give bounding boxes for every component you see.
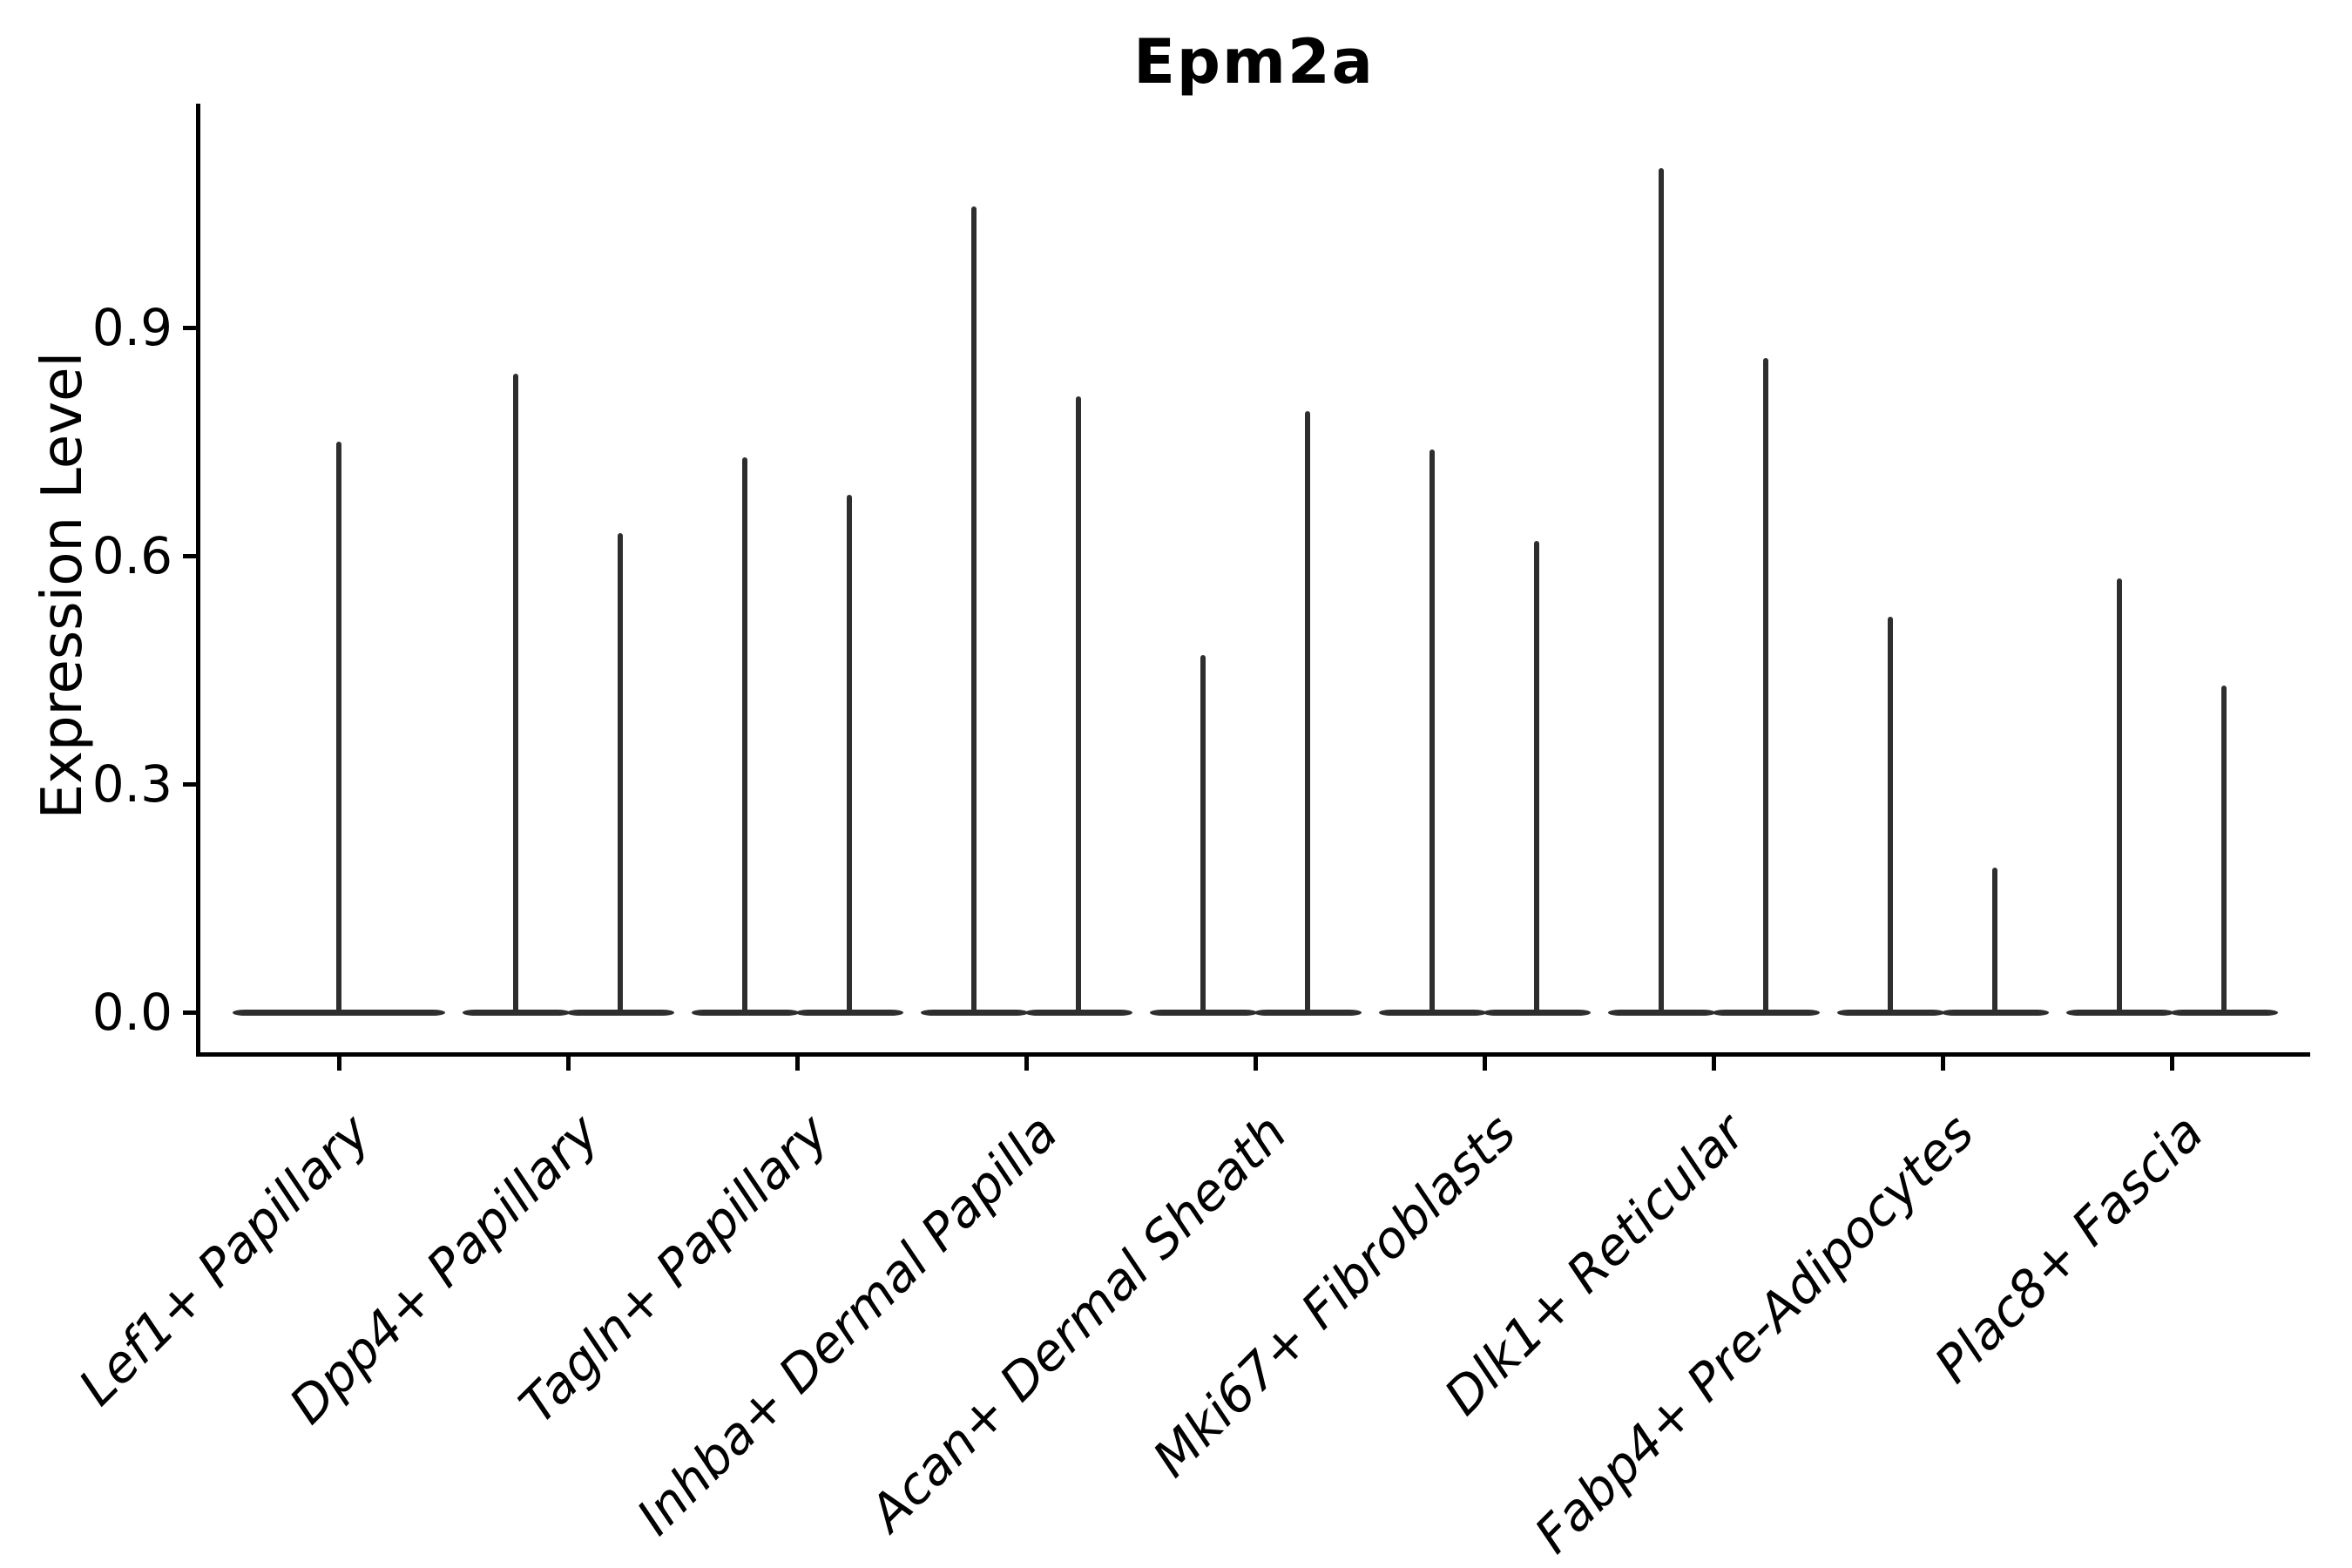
- x-axis-spine: [196, 1052, 2310, 1057]
- violin-spike: [336, 442, 341, 1012]
- violin-base: [795, 1009, 903, 1016]
- x-tick: [1711, 1056, 1716, 1071]
- x-tick: [336, 1056, 341, 1071]
- violin-base: [2065, 1009, 2173, 1016]
- y-tick: [183, 781, 198, 787]
- x-tick-label: Fabp4+ Pre-Adipocytes: [1523, 1102, 1986, 1565]
- violin-spike: [513, 373, 518, 1012]
- violin-base: [462, 1009, 570, 1016]
- x-tick: [794, 1056, 800, 1071]
- violin-spike: [847, 495, 852, 1012]
- violin-spike: [1992, 868, 1997, 1012]
- y-tick-label: 0.9: [91, 298, 172, 358]
- violin-base: [1254, 1009, 1362, 1016]
- violin-spike: [742, 456, 747, 1012]
- violin-base: [1483, 1009, 1591, 1016]
- violin-spike: [1534, 540, 1539, 1012]
- chart-title: Epm2a: [1133, 26, 1375, 98]
- y-tick-label: 0.6: [91, 526, 172, 586]
- violin-spike: [1305, 411, 1310, 1012]
- violin-spike: [1076, 395, 1081, 1012]
- x-tick: [2169, 1056, 2174, 1071]
- violin-base: [920, 1009, 1028, 1016]
- y-tick: [183, 325, 198, 330]
- violin-spike: [1200, 654, 1206, 1012]
- x-tick: [1940, 1056, 1945, 1071]
- violin-base: [566, 1009, 674, 1016]
- violin-base: [1836, 1009, 1944, 1016]
- violin-base: [1941, 1009, 2049, 1016]
- violin-base: [691, 1009, 799, 1016]
- violin-spike: [2117, 578, 2122, 1012]
- violin-base: [1378, 1009, 1486, 1016]
- violin-base: [1607, 1009, 1715, 1016]
- violin-spike: [1429, 449, 1435, 1012]
- y-axis-spine: [196, 104, 200, 1057]
- y-tick-label: 0.3: [91, 754, 172, 814]
- y-tick-label: 0.0: [91, 983, 172, 1042]
- violin-spike: [1763, 358, 1768, 1012]
- violin-base: [1024, 1009, 1132, 1016]
- violin-spike: [971, 206, 977, 1012]
- x-tick: [1482, 1056, 1487, 1071]
- x-tick-label: Acan+ Dermal Sheath: [858, 1102, 1299, 1543]
- y-tick: [183, 553, 198, 558]
- violin-base: [1149, 1009, 1257, 1016]
- violin-base: [1712, 1009, 1820, 1016]
- violin-base: [2170, 1009, 2278, 1016]
- violin-spike: [1888, 617, 1893, 1012]
- y-tick: [183, 1010, 198, 1015]
- x-tick: [1024, 1056, 1029, 1071]
- violin-spike: [618, 533, 623, 1012]
- violin-base: [233, 1009, 445, 1016]
- x-tick-label: Inhba+ Dermal Papilla: [625, 1102, 1070, 1547]
- x-tick: [1253, 1056, 1258, 1071]
- violin-spike: [2221, 685, 2227, 1012]
- violin-spike: [1659, 167, 1664, 1012]
- x-tick: [565, 1056, 571, 1071]
